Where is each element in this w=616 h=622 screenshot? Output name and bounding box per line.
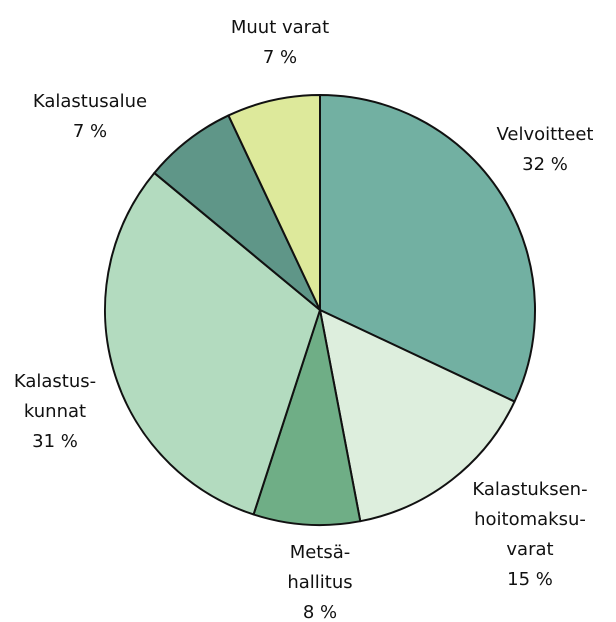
value-label: 7 %: [263, 47, 297, 68]
value-label: 7 %: [73, 121, 107, 142]
value-label: 15 %: [507, 569, 553, 590]
pie-slice: [104, 171, 321, 516]
slice-label: Metsä-hallitus: [287, 542, 352, 593]
slice-label: Kalastuksen-hoitomaksu-varat: [472, 479, 587, 560]
slice-label: Velvoitteet: [497, 124, 594, 145]
pie-slice: [227, 94, 321, 311]
slice-label: Kalastus-kunnat: [14, 371, 96, 422]
value-label: 8 %: [303, 602, 337, 622]
pie-slice: [319, 94, 536, 403]
pie-slice: [319, 309, 516, 523]
value-label: 31 %: [32, 431, 78, 452]
slice-label: Muut varat: [231, 17, 329, 38]
slice-label: Kalastusalue: [33, 91, 147, 112]
value-label: 32 %: [522, 154, 568, 175]
pie-slice: [252, 309, 362, 526]
